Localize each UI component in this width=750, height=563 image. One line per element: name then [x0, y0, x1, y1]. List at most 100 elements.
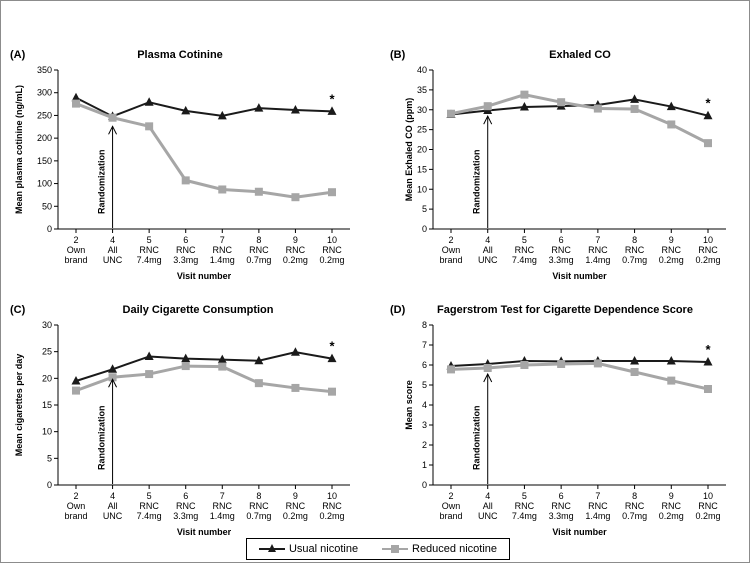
- x-axis-title: Visit number: [177, 271, 232, 281]
- data-point-reduced: [667, 120, 676, 129]
- y-tick-label: 30: [42, 320, 52, 330]
- x-tick-label: 3.3mg: [549, 511, 574, 521]
- y-tick-label: 10: [417, 184, 427, 194]
- x-tick-label: 2: [73, 235, 78, 245]
- x-tick-label: RNC: [515, 245, 535, 255]
- panel-label: (B): [390, 49, 406, 61]
- x-tick-label: UNC: [478, 255, 498, 265]
- data-point-reduced: [593, 359, 602, 368]
- data-point-usual: [217, 110, 227, 120]
- legend-item-reduced: Reduced nicotine: [382, 543, 497, 555]
- y-tick-label: 50: [42, 201, 52, 211]
- y-tick-label: 7: [422, 340, 427, 350]
- chart-title: Plasma Cotinine: [137, 49, 223, 61]
- randomization-label: Randomization: [97, 406, 107, 471]
- x-tick-label: brand: [439, 511, 462, 521]
- y-axis-title: Mean plasma cotinine (ng/mL): [14, 85, 24, 214]
- x-tick-label: 10: [703, 235, 713, 245]
- x-tick-label: 0.7mg: [622, 511, 647, 521]
- y-tick-label: 15: [417, 164, 427, 174]
- x-tick-label: RNC: [249, 245, 269, 255]
- x-tick-label: 0.2mg: [695, 255, 720, 265]
- x-tick-label: All: [108, 501, 118, 511]
- y-tick-label: 300: [37, 88, 52, 98]
- data-point-reduced: [181, 362, 190, 371]
- x-tick-label: 2: [448, 235, 453, 245]
- x-tick-label: 0.2mg: [319, 511, 344, 521]
- randomization-label: Randomization: [97, 150, 107, 215]
- y-tick-label: 2: [422, 440, 427, 450]
- y-tick-label: 1: [422, 460, 427, 470]
- x-tick-label: RNC: [286, 245, 306, 255]
- x-tick-label: 10: [703, 491, 713, 501]
- x-tick-label: 1.4mg: [210, 255, 235, 265]
- x-tick-label: 6: [183, 491, 188, 501]
- data-point-usual: [144, 351, 154, 360]
- x-tick-label: RNC: [286, 501, 306, 511]
- arrow-head-icon: [108, 378, 118, 388]
- x-tick-label: 2: [73, 491, 78, 501]
- x-tick-label: 0.7mg: [246, 511, 271, 521]
- x-tick-label: RNC: [249, 501, 269, 511]
- data-point-reduced: [72, 99, 80, 108]
- series-line-usual: [75, 351, 333, 382]
- y-tick-label: 5: [47, 453, 52, 463]
- x-tick-label: RNC: [551, 501, 571, 511]
- x-tick-label: RNC: [139, 245, 159, 255]
- data-point-usual: [327, 106, 337, 115]
- series-line-reduced: [75, 364, 333, 394]
- significance-marker: *: [705, 342, 711, 357]
- x-tick-label: 8: [256, 235, 261, 245]
- data-point-usual: [666, 356, 676, 365]
- x-tick-label: 0.7mg: [622, 255, 647, 265]
- x-axis-title: Visit number: [177, 527, 232, 537]
- chart-title: Exhaled CO: [549, 49, 611, 61]
- y-tick-label: 250: [37, 110, 52, 120]
- x-tick-label: 7: [220, 491, 225, 501]
- legend: Usual nicotine Reduced nicotine: [246, 538, 510, 560]
- x-tick-label: 6: [183, 235, 188, 245]
- x-tick-label: 10: [327, 235, 337, 245]
- x-tick-label: 3.3mg: [173, 255, 198, 265]
- y-tick-label: 40: [417, 65, 427, 75]
- chart-title: Fagerstrom Test for Cigarette Dependence…: [437, 304, 693, 316]
- x-tick-label: 8: [256, 491, 261, 501]
- y-tick-label: 5: [422, 204, 427, 214]
- data-point-usual: [519, 101, 529, 111]
- x-tick-label: RNC: [662, 245, 682, 255]
- square-marker-icon: [391, 545, 399, 553]
- x-tick-label: 0.2mg: [659, 511, 684, 521]
- data-point-usual: [666, 101, 676, 111]
- data-point-reduced: [593, 104, 602, 113]
- x-tick-label: RNC: [176, 501, 196, 511]
- series-line-reduced: [75, 102, 333, 199]
- x-tick-label: 7.4mg: [512, 511, 537, 521]
- y-tick-label: 25: [417, 125, 427, 135]
- data-point-reduced: [218, 362, 227, 371]
- data-point-usual: [144, 97, 154, 106]
- data-point-reduced: [630, 368, 639, 376]
- data-point-reduced: [667, 376, 676, 385]
- x-tick-label: 1.4mg: [585, 511, 610, 521]
- y-tick-label: 350: [37, 65, 52, 75]
- data-point-reduced: [72, 386, 80, 395]
- x-tick-label: 3.3mg: [173, 511, 198, 521]
- x-tick-label: Own: [67, 245, 86, 255]
- x-tick-label: 2: [448, 491, 453, 501]
- x-tick-label: RNC: [139, 501, 159, 511]
- data-point-reduced: [704, 139, 712, 148]
- y-tick-label: 0: [422, 224, 427, 234]
- x-tick-label: 7: [595, 491, 600, 501]
- y-tick-label: 3: [422, 420, 427, 430]
- x-tick-label: 7.4mg: [512, 255, 537, 265]
- x-tick-label: UNC: [478, 511, 498, 521]
- data-point-reduced: [254, 187, 263, 196]
- data-point-reduced: [145, 122, 154, 131]
- y-tick-label: 35: [417, 85, 427, 95]
- x-tick-label: 0.7mg: [246, 255, 271, 265]
- chart-panel-1: (A) Plasma Cotinine 0 50 100 150 200 250 300 350 2…: [10, 49, 350, 281]
- data-point-reduced: [218, 185, 227, 194]
- y-tick-label: 5: [422, 380, 427, 390]
